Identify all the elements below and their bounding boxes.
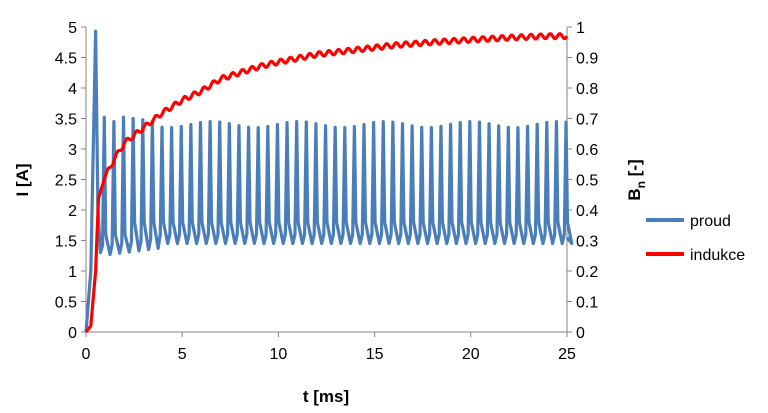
left-y-tick-label: 2.5 <box>55 173 77 190</box>
left-y-tick-label: 0 <box>68 325 77 342</box>
left-y-tick-label: 0.5 <box>55 295 77 312</box>
x-tick-label: 5 <box>178 346 187 363</box>
left-y-tick-label: 1 <box>68 264 77 281</box>
left-y-axis-title: I [A] <box>13 163 32 196</box>
series-line-indukce <box>84 32 569 333</box>
x-tick-label: 15 <box>366 346 384 363</box>
x-axis-title: t [ms] <box>303 387 349 406</box>
left-y-tick-label: 1.5 <box>55 234 77 251</box>
right-y-tick-label: 0.9 <box>576 51 598 68</box>
left-y-tick-label: 4.5 <box>55 51 77 68</box>
right-y-axis-title-main: B <box>625 188 644 200</box>
left-y-tick-label: 2 <box>68 203 77 220</box>
x-tick-label: 0 <box>82 346 91 363</box>
left-y-tick-label: 5 <box>68 20 77 37</box>
right-y-axis-title: Bn [-] <box>625 159 648 200</box>
right-y-tick-label: 0.7 <box>576 112 598 129</box>
right-y-axis-title-rest: [-] <box>625 159 644 181</box>
right-y-axis-title-sub: n <box>634 181 648 188</box>
series-layer <box>84 29 574 333</box>
series-line-proud <box>84 29 574 333</box>
x-tick-label: 10 <box>270 346 288 363</box>
tick-marks <box>81 26 572 337</box>
x-tick-label: 20 <box>462 346 480 363</box>
right-y-tick-label: 1 <box>576 20 585 37</box>
left-y-tick-label: 3 <box>68 142 77 159</box>
legend-label-indukce: indukce <box>690 247 745 264</box>
left-y-tick-label: 4 <box>68 81 77 98</box>
left-y-tick-label: 3.5 <box>55 112 77 129</box>
legend-label-proud: proud <box>690 213 731 230</box>
right-y-tick-label: 0.4 <box>576 203 598 220</box>
right-y-tick-label: 0.6 <box>576 142 598 159</box>
tick-labels: 0 0.5 1 1.5 2 2.5 3 3.5 4 4.5 5 0 0.1 0.2 0.3 0.4 0.5 0.6… <box>55 20 599 363</box>
right-y-tick-label: 0.3 <box>576 234 598 251</box>
legend: proud indukce <box>646 213 745 264</box>
right-y-tick-label: 0 <box>576 325 585 342</box>
right-y-tick-label: 0.2 <box>576 264 598 281</box>
right-y-tick-label: 0.8 <box>576 81 598 98</box>
right-y-tick-label: 0.1 <box>576 295 598 312</box>
right-y-tick-label: 0.5 <box>576 173 598 190</box>
x-tick-label: 25 <box>558 346 576 363</box>
